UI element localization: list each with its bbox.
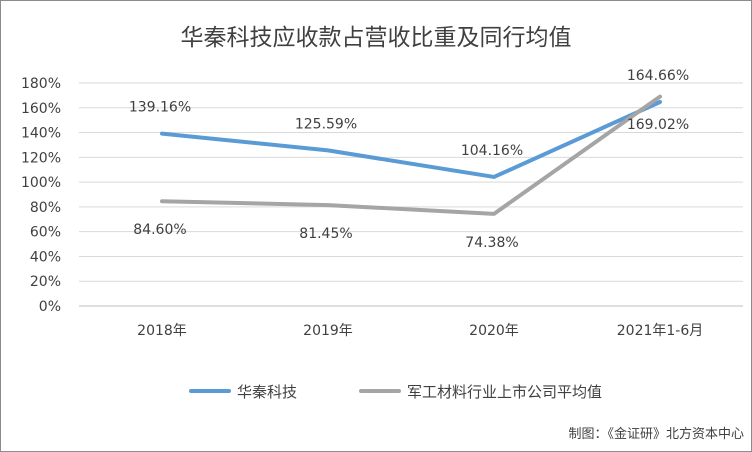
y-tick-label: 100% [21, 175, 61, 191]
data-label: 84.60% [133, 222, 186, 238]
series-line-2 [160, 94, 662, 216]
y-tick-label: 20% [30, 274, 61, 290]
chart-title: 华秦科技应收款占营收比重及同行均值 [181, 25, 572, 51]
y-tick-label: 40% [30, 249, 61, 265]
gridlines [79, 82, 743, 307]
data-label: 74.38% [465, 235, 518, 251]
series-lines [160, 94, 662, 216]
y-tick-label: 0% [39, 299, 61, 315]
data-label: 164.66% [627, 68, 689, 84]
legend: 华秦科技 军工材料行业上市公司平均值 [189, 383, 602, 401]
x-tick-label: 2021年1-6月 [617, 323, 704, 339]
x-axis-ticks: 2018年 2019年 2020年 2021年1-6月 [137, 323, 703, 339]
x-tick-label: 2018年 [137, 323, 187, 339]
data-labels: 139.16% 125.59% 104.16% 164.66% 84.60% 81.45%… [129, 68, 689, 251]
data-label: 81.45% [299, 226, 352, 242]
x-tick-label: 2019年 [303, 323, 353, 339]
x-tick-label: 2020年 [469, 323, 519, 339]
y-tick-label: 80% [30, 200, 61, 216]
legend-label-1: 华秦科技 [237, 383, 297, 401]
y-tick-label: 120% [21, 150, 61, 166]
credit-text: 制图：《金证研》北方资本中心 [568, 426, 744, 442]
y-tick-label: 160% [21, 101, 61, 117]
data-label: 139.16% [129, 100, 191, 116]
data-label: 125.59% [295, 116, 357, 132]
y-tick-label: 180% [21, 76, 61, 92]
series-line-1 [160, 100, 662, 179]
y-tick-label: 140% [21, 126, 61, 142]
data-label: 104.16% [461, 143, 523, 159]
legend-label-2: 军工材料行业上市公司平均值 [407, 383, 602, 401]
y-tick-label: 60% [30, 225, 61, 241]
y-axis-ticks: 0% 20% 40% 60% 80% 100% 120% 140% 160% 180% [21, 76, 61, 315]
data-label: 169.02% [627, 117, 689, 133]
